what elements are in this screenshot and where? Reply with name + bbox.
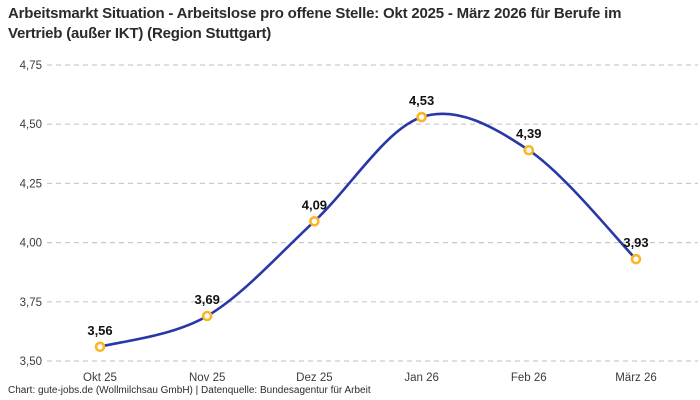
y-tick-label: 3,50	[20, 356, 42, 368]
data-point-marker	[416, 111, 427, 123]
series-line	[98, 112, 638, 349]
data-point-label: 3,56	[87, 323, 112, 338]
data-point-marker	[201, 310, 213, 322]
y-tick-label: 4,25	[20, 178, 42, 190]
data-point-marker	[94, 341, 106, 353]
data-point-marker	[309, 215, 320, 227]
data-point-label: 3,69	[195, 292, 220, 307]
x-tick-label: Okt 25	[83, 372, 117, 384]
y-tick-label: 4,50	[20, 119, 42, 131]
data-point-marker	[523, 144, 535, 156]
x-tick-label: Dez 25	[296, 372, 332, 384]
x-tick-label: Jan 26	[404, 372, 439, 384]
x-tick-label: Feb 26	[511, 372, 547, 384]
y-tick-label: 3,75	[20, 297, 42, 309]
data-point-label: 4,39	[516, 126, 541, 141]
chart-title: Arbeitsmarkt Situation - Arbeitslose pro…	[8, 5, 622, 42]
x-tick-label: Nov 25	[189, 372, 225, 384]
x-tick-label: März 26	[615, 372, 657, 384]
y-tick-label: 4,00	[20, 238, 42, 250]
data-point-label: 3,93	[623, 235, 648, 250]
chart-footer: Chart: gute-jobs.de (Wollmilchsau GmbH) …	[8, 385, 371, 396]
data-point-label: 4,09	[302, 197, 327, 212]
y-tick-label: 4,75	[20, 60, 42, 72]
data-point-marker	[630, 253, 642, 265]
data-point-label: 4,53	[409, 93, 434, 108]
